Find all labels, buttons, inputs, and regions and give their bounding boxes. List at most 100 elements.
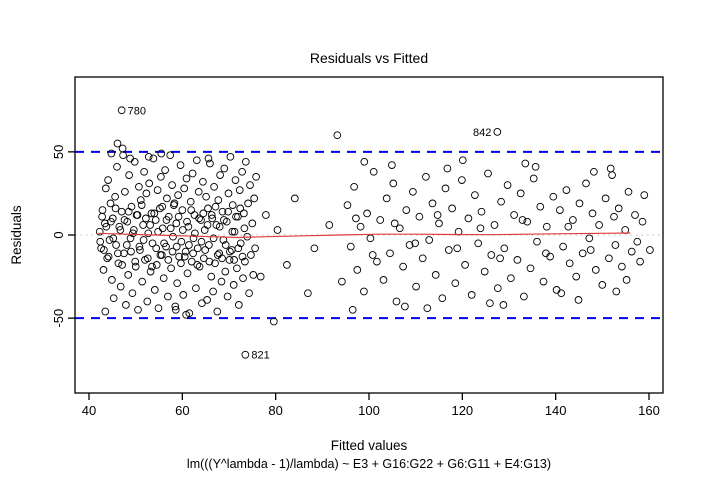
plot-generated-layer: 780 842 821 40 60 80 100 120 140 160 -50 0 50	[51, 76, 664, 418]
data-point	[542, 222, 551, 231]
data-point	[612, 287, 621, 296]
data-point	[223, 292, 232, 301]
data-point	[565, 259, 574, 268]
data-point	[160, 239, 168, 248]
data-point	[236, 204, 245, 213]
data-point	[556, 206, 564, 214]
data-point	[428, 199, 437, 208]
data-point	[226, 152, 235, 161]
data-point	[234, 244, 243, 253]
data-point	[392, 297, 401, 306]
data-point	[353, 266, 362, 274]
data-point	[185, 241, 193, 249]
data-point	[154, 304, 163, 313]
data-point	[130, 157, 139, 166]
data-point	[224, 189, 233, 198]
data-point	[113, 162, 121, 171]
data-point	[562, 186, 571, 194]
data-point	[411, 239, 420, 248]
data-point	[493, 284, 502, 293]
data-point	[230, 227, 239, 236]
data-point	[188, 169, 197, 178]
data-point	[588, 209, 597, 218]
data-point	[575, 199, 584, 208]
data-point	[181, 247, 190, 256]
x-tick-label: 60	[175, 403, 189, 418]
data-point	[192, 156, 201, 165]
data-point	[162, 216, 171, 224]
data-point	[197, 216, 205, 224]
data-point	[204, 204, 212, 213]
data-point	[105, 236, 114, 244]
data-point	[229, 281, 238, 289]
data-point	[638, 217, 647, 226]
data-point	[207, 211, 216, 219]
data-point	[167, 264, 175, 273]
data-point	[611, 241, 620, 249]
data-point	[529, 174, 538, 183]
data-point	[526, 264, 535, 273]
data-point	[484, 169, 492, 178]
data-point	[220, 164, 229, 173]
data-point	[245, 289, 253, 298]
data-point	[476, 224, 485, 233]
data-point	[209, 287, 217, 296]
data-point	[477, 207, 486, 216]
data-point	[133, 211, 142, 219]
data-point	[205, 257, 214, 266]
data-point	[338, 277, 346, 286]
data-point	[104, 252, 113, 261]
data-point	[549, 192, 558, 201]
data-point	[368, 251, 377, 259]
y-axis-label: Residuals	[9, 205, 24, 265]
x-tick-label: 160	[638, 403, 660, 418]
data-point	[131, 257, 140, 266]
data-point	[591, 266, 600, 274]
data-point	[523, 217, 532, 226]
data-point	[203, 221, 212, 229]
data-point	[166, 224, 175, 233]
data-point	[379, 276, 388, 284]
data-point	[256, 272, 265, 281]
data-point	[438, 294, 447, 303]
data-point	[124, 271, 133, 279]
data-point	[230, 256, 238, 264]
data-point	[199, 254, 208, 263]
data-point	[112, 241, 120, 249]
data-point	[98, 206, 107, 214]
data-point	[500, 244, 509, 253]
data-point	[464, 214, 473, 223]
data-point	[218, 207, 227, 216]
data-point	[148, 262, 156, 271]
data-point	[213, 307, 222, 316]
data-point	[390, 219, 399, 228]
data-point	[114, 259, 123, 268]
data-point	[166, 151, 175, 160]
data-point	[210, 182, 218, 191]
data-point	[363, 209, 371, 218]
data-point	[142, 189, 151, 198]
outlier-label: 821	[251, 350, 269, 362]
data-point	[325, 221, 334, 229]
data-point	[516, 189, 525, 198]
data-point	[129, 229, 137, 238]
data-point	[471, 191, 479, 199]
data-point	[552, 286, 561, 294]
data-point	[226, 247, 234, 256]
data-point	[108, 276, 116, 284]
data-point	[215, 222, 224, 231]
data-point	[193, 261, 202, 269]
outlier-point	[241, 350, 250, 359]
data-point	[369, 167, 378, 176]
data-point	[621, 226, 630, 234]
data-point	[244, 199, 252, 208]
outlier-point	[493, 128, 502, 136]
data-point	[179, 291, 188, 299]
data-point	[145, 179, 154, 188]
data-point	[376, 216, 385, 224]
data-point	[174, 212, 183, 221]
data-point	[418, 254, 427, 263]
data-point	[518, 216, 527, 224]
